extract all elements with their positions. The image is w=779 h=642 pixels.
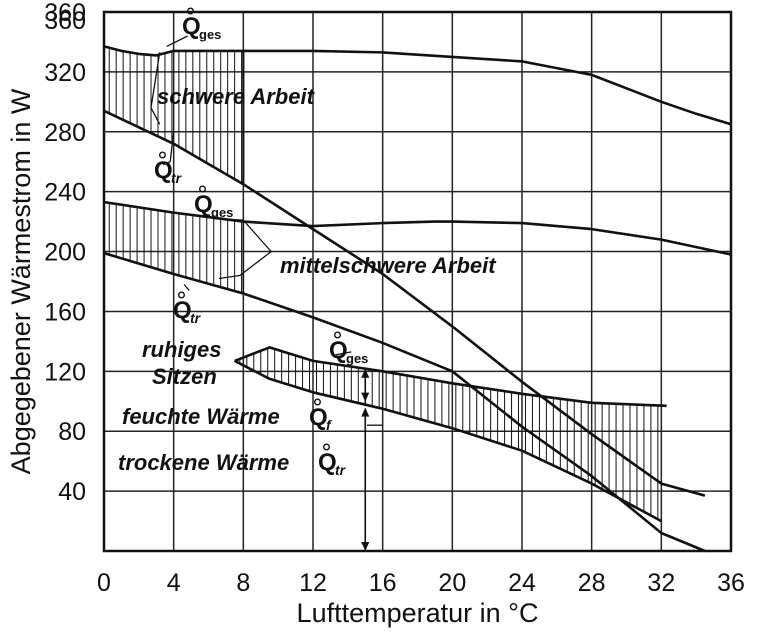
series-line-5 [234,359,662,523]
q-dot [158,151,166,159]
series-line-1 [103,109,706,497]
x-tick-label: 32 [647,569,675,597]
y-tick-label: 240 [44,179,86,207]
series-line-3 [103,251,706,553]
y-tick-label: 200 [44,239,86,267]
leader-line [215,217,273,280]
y-tick-label: 160 [44,298,86,326]
leader-line [162,131,175,166]
q-subscript: f [326,417,332,433]
x-tick-label: 8 [236,569,250,597]
arrow-head [361,407,370,417]
q-dot [323,443,331,451]
y-tick-label: 320 [44,59,86,87]
label-feuchte-waerme: feuchte Wärme [122,404,280,429]
x-tick-label: 12 [299,569,327,597]
q-symbol: Q [318,449,337,476]
label-sitzen: Sitzen [152,364,217,389]
q-symbol: Q [154,157,173,184]
series-line-4 [234,346,667,408]
q-symbol: Q [182,13,201,40]
q-subscript: ges [346,351,368,366]
leader-line [335,351,352,356]
q-symbol: Q [173,297,192,324]
x-tick-label: 36 [717,569,745,597]
q-dot [186,7,194,15]
label-mittelschwere-arbeit: mittelschwere Arbeit [280,253,497,278]
label-trockene-waerme: trockene Wärme [118,450,289,475]
x-tick-label: 0 [97,569,111,597]
series-line-0 [103,45,732,126]
q-subscript: ges [211,205,233,220]
q-dot [198,185,206,193]
label-q-f: Qf [309,398,332,433]
leader-line [166,35,188,47]
x-tick-label: 16 [369,569,397,597]
q-subscript: tr [335,462,347,478]
label-q-tr-mittel: Qtr [173,291,202,326]
q-symbol: Q [194,191,213,218]
q-symbol: Q [309,404,328,431]
y-tick-label: 80 [58,418,86,446]
label-ruhiges: ruhiges [142,337,221,362]
y-tick-label: 360 [44,7,86,35]
q-symbol: Q [329,337,348,364]
x-tick-label: 28 [578,569,606,597]
label-q-tr-sitzen: Qtr [318,443,347,478]
arrow-head [361,542,370,551]
q-dot [334,331,342,339]
q-subscript: tr [190,310,202,326]
x-tick-label: 20 [438,569,466,597]
q-dot [314,398,322,406]
y-tick-label: 120 [44,358,86,386]
y-tick-label: 40 [58,478,86,506]
y-axis-title: Abgegebener Wärmestrom in W [6,88,36,474]
arrow-head [361,392,370,402]
y-tick-label: 360 [44,0,86,27]
x-axis-title: Lufttemperatur in °C [297,598,539,628]
plot-frame [102,10,733,553]
q-subscript: ges [199,27,221,42]
label-q-tr-schwer: Qtr [154,151,183,186]
y-tick-label: 280 [44,119,86,147]
q-subscript: tr [171,170,183,186]
leader-line [150,52,161,125]
leader-line [183,284,190,291]
label-schwere-arbeit: schwere Arbeit [157,84,316,109]
arrow-head [361,368,370,378]
x-tick-label: 24 [508,569,536,597]
q-dot [177,291,185,299]
x-tick-label: 4 [167,569,181,597]
leader-line [366,367,378,372]
